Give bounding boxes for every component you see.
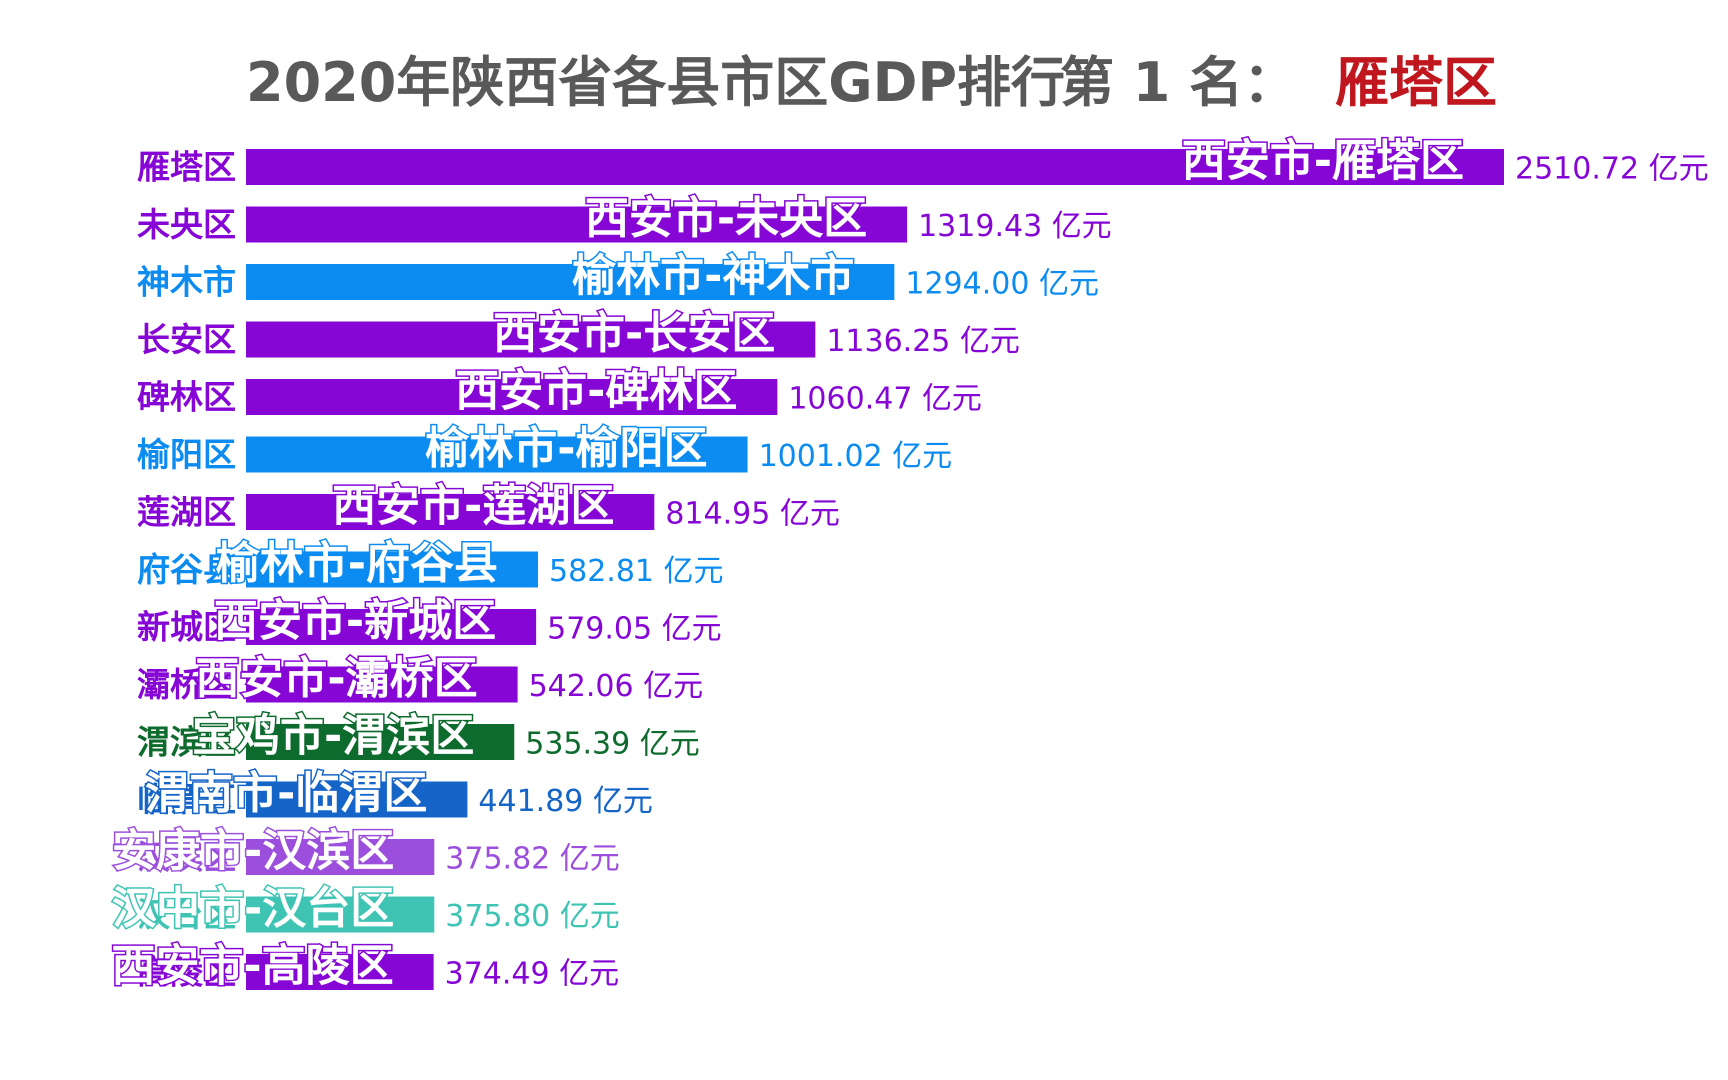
bar <box>246 264 895 300</box>
category-label: 莲湖区 <box>137 493 236 532</box>
bar-inner-label: 西安市-莲湖区 <box>332 481 614 532</box>
category-label: 临渭区 <box>137 780 236 819</box>
bar-inner-label: 西安市-高陵区 <box>111 941 393 992</box>
category-label: 灞桥区 <box>137 665 236 704</box>
value-label: 1001.02 亿元 <box>759 439 953 474</box>
bar <box>246 954 434 990</box>
category-label: 未央区 <box>137 205 236 244</box>
bar <box>246 666 518 703</box>
value-label: 2510.72 亿元 <box>1515 152 1709 187</box>
category-label: 碑林区 <box>137 378 236 417</box>
bar-inner-label: 宝鸡市-渭滨区 <box>192 711 474 762</box>
value-label: 582.81 亿元 <box>549 554 724 589</box>
chart-title-current: 雁塔区 <box>1335 51 1497 114</box>
bar-inner-label: 汉中市-汉台区 <box>112 883 394 934</box>
bar <box>246 896 435 933</box>
category-label: 雁塔区 <box>137 148 236 187</box>
value-label: 535.39 亿元 <box>525 727 700 762</box>
bar <box>246 494 655 530</box>
bar <box>246 781 468 818</box>
bar-inner-label: 西安市-碑林区 <box>455 366 737 417</box>
bar-inner-label: 榆林市-神木市 <box>572 251 854 302</box>
bar <box>246 609 537 645</box>
category-label: 府谷县 <box>137 550 236 589</box>
value-label: 1060.47 亿元 <box>788 382 982 417</box>
category-label: 榆阳区 <box>137 435 236 474</box>
category-label: 汉滨区 <box>137 838 236 877</box>
bar-inner-label: 西安市-灞桥区 <box>195 653 477 704</box>
bar <box>246 206 908 243</box>
bar <box>246 724 515 760</box>
bar-inner-label: 西安市-长安区 <box>493 308 775 359</box>
value-label: 542.06 亿元 <box>529 669 704 704</box>
chart-title: 2020年陕西省各县市区GDP排行 第 1 名： 雁塔区 <box>0 50 1728 130</box>
category-label: 高陵区 <box>137 953 236 992</box>
value-label: 1136.25 亿元 <box>826 324 1020 359</box>
bar-inner-label: 榆林市-府谷县 <box>216 538 498 589</box>
bar-inner-label: 西安市-雁塔区 <box>1182 136 1464 187</box>
category-label: 汉台区 <box>137 895 236 934</box>
chart-title-main: 2020年陕西省各县市区GDP排行 <box>246 51 1066 114</box>
bar-inner-label: 西安市-未央区 <box>585 193 867 244</box>
bar-inner-label: 西安市-新城区 <box>214 596 496 647</box>
value-label: 814.95 亿元 <box>665 497 840 532</box>
category-label: 神木市 <box>137 263 236 302</box>
bar <box>246 551 539 588</box>
category-label: 渭滨区 <box>137 723 236 762</box>
value-label: 375.80 亿元 <box>445 899 620 934</box>
bar <box>246 149 1504 185</box>
value-label: 1294.00 亿元 <box>905 267 1099 302</box>
value-label: 374.49 亿元 <box>445 957 620 992</box>
value-label: 579.05 亿元 <box>547 612 722 647</box>
value-label: 441.89 亿元 <box>478 784 653 819</box>
category-label: 长安区 <box>137 320 236 359</box>
bar <box>246 839 435 875</box>
chart-title-rank: 第 1 名： <box>1060 51 1298 114</box>
bar <box>246 379 778 415</box>
value-label: 1319.43 亿元 <box>918 209 1112 244</box>
bar <box>246 436 748 473</box>
bar <box>246 321 816 358</box>
category-label: 新城区 <box>137 608 236 647</box>
bar-inner-label: 安康市-汉滨区 <box>112 826 394 877</box>
bar-inner-label: 榆林市-榆阳区 <box>425 423 707 474</box>
value-label: 375.82 亿元 <box>445 842 620 877</box>
bar-inner-label: 渭南市-临渭区 <box>145 768 427 819</box>
